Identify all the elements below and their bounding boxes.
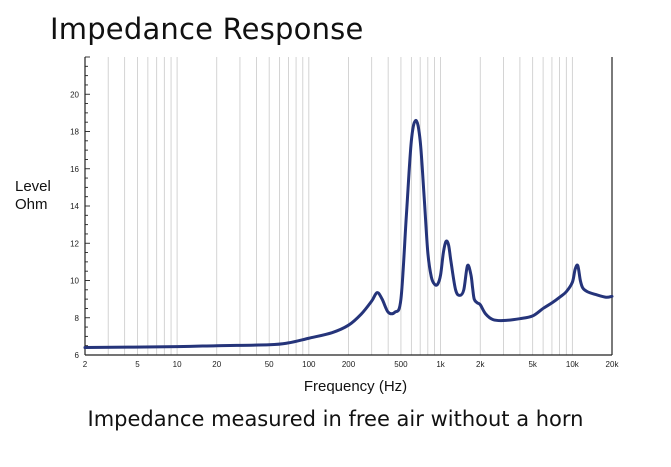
x-tick-label: 20 xyxy=(212,360,221,369)
y-axis-label-line-2: Ohm xyxy=(15,196,48,213)
x-tick-label: 2 xyxy=(83,360,88,369)
y-tick-label: 16 xyxy=(70,165,79,174)
x-tick-label: 10 xyxy=(173,360,182,369)
chart-caption: Impedance measured in free air without a… xyxy=(87,407,584,431)
y-tick-label: 8 xyxy=(75,314,80,323)
grid xyxy=(84,57,613,355)
x-tick-label: 20k xyxy=(606,360,620,369)
tick-labels: 6 8 10 12 14 16 18 20 2 5 10 20 50 100 200 500 1k 2k 5k 10k… xyxy=(70,90,619,369)
x-tick-label: 1k xyxy=(436,360,445,369)
y-axis-label: Level Ohm xyxy=(15,178,51,214)
x-tick-label: 50 xyxy=(265,360,274,369)
x-tick-label: 100 xyxy=(302,360,316,369)
x-tick-label: 500 xyxy=(394,360,408,369)
axes xyxy=(84,56,613,356)
y-tick-label: 14 xyxy=(70,202,79,211)
x-tick-label: 5 xyxy=(135,360,140,369)
y-tick-label: 6 xyxy=(75,351,80,360)
y-tick-label: 10 xyxy=(70,277,79,286)
y-tick-label: 20 xyxy=(70,90,79,99)
chart-title: Impedance Response xyxy=(50,12,364,46)
x-tick-label: 10k xyxy=(566,360,580,369)
y-axis-label-line-1: Level xyxy=(15,178,51,195)
series-layer xyxy=(83,118,614,350)
y-tick-label: 18 xyxy=(70,128,79,137)
impedance-series-line xyxy=(83,118,614,350)
x-tick-label: 200 xyxy=(342,360,356,369)
y-tick-label: 12 xyxy=(70,239,79,248)
x-tick-label: 5k xyxy=(528,360,537,369)
x-tick-label: 2k xyxy=(476,360,485,369)
x-axis-label: Frequency (Hz) xyxy=(303,378,408,395)
